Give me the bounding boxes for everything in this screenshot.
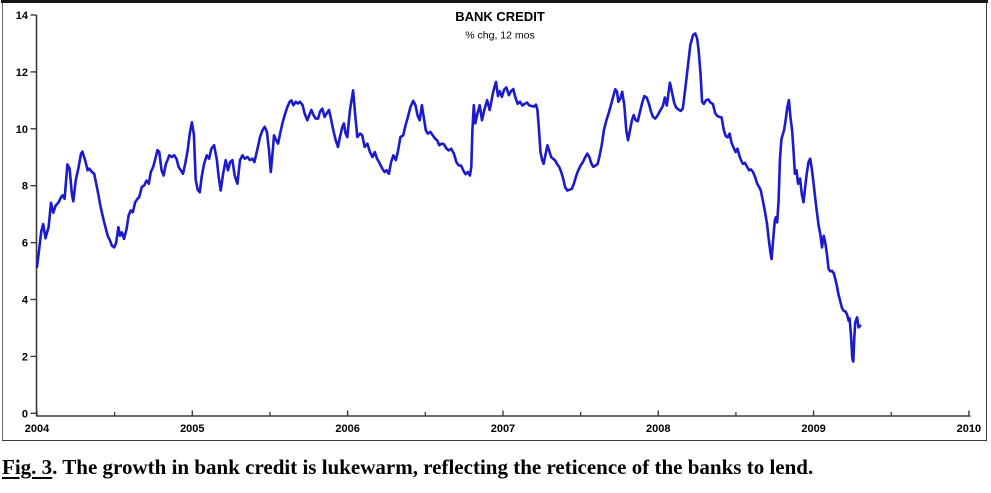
figure-caption-label: Fig. 3 bbox=[2, 455, 53, 479]
bank-credit-line bbox=[35, 32, 862, 363]
x-axis-tick-label: 2005 bbox=[180, 423, 204, 435]
chart-frame-top bbox=[1, 0, 988, 3]
chart-frame-left bbox=[2, 3, 3, 441]
bank-credit-chart: BANK CREDIT % chg, 12 mos 0 2 4 6 8 10 12 14 200… bbox=[16, 9, 981, 435]
chart-subtitle: % chg, 12 mos bbox=[465, 30, 534, 42]
y-axis-tick-label: 12 bbox=[16, 67, 28, 79]
x-axis-tick-label: 2007 bbox=[491, 423, 515, 435]
y-axis-tick-label: 0 bbox=[22, 408, 28, 420]
y-axis-tick-label: 2 bbox=[22, 351, 28, 363]
axes: 0 2 4 6 8 10 12 14 2004 2005 2006 2007 2008 2009 2010 bbox=[16, 10, 981, 435]
y-axis-tick-label: 10 bbox=[16, 124, 28, 136]
x-axis-tick-label: 2009 bbox=[801, 423, 825, 435]
y-axis-tick-label: 14 bbox=[16, 10, 29, 22]
y-axis-tick-label: 6 bbox=[22, 238, 28, 250]
chart-title: BANK CREDIT bbox=[455, 9, 545, 24]
x-axis-tick-label: 2008 bbox=[646, 423, 670, 435]
figure-caption: Fig. 3. The growth in bank credit is luk… bbox=[2, 455, 990, 480]
x-axis-tick-label: 2004 bbox=[25, 423, 50, 435]
y-axis-tick-label: 4 bbox=[22, 295, 29, 307]
x-axis-tick-label: 2006 bbox=[335, 423, 359, 435]
x-axis-tick-label: 2010 bbox=[957, 423, 981, 435]
data-series bbox=[35, 32, 862, 363]
chart-frame-bottom bbox=[2, 440, 987, 441]
chart-frame-right bbox=[986, 3, 987, 441]
figure-caption-text: . The growth in bank credit is lukewarm,… bbox=[52, 455, 814, 479]
y-axis-tick-label: 8 bbox=[22, 181, 28, 193]
